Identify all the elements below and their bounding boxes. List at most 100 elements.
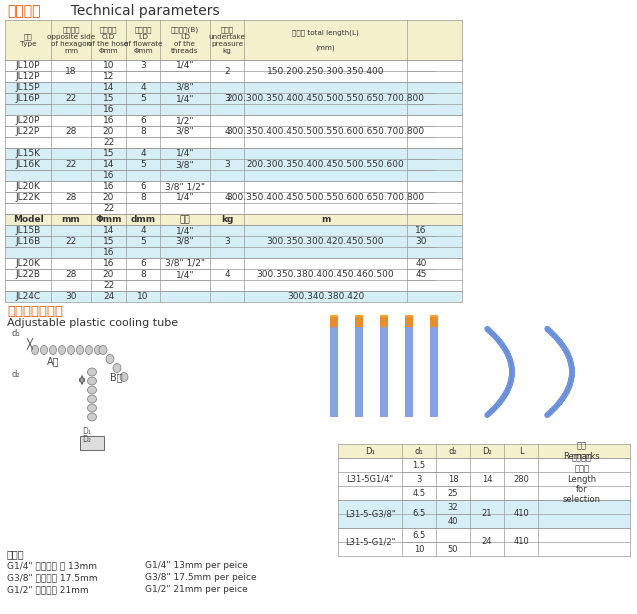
Text: Model: Model bbox=[13, 215, 43, 224]
Text: 50: 50 bbox=[448, 545, 458, 553]
Text: 14: 14 bbox=[103, 160, 114, 169]
Text: 8: 8 bbox=[140, 270, 146, 279]
Bar bbox=[430, 317, 438, 417]
Text: 280: 280 bbox=[513, 475, 529, 483]
Text: JL15K: JL15K bbox=[15, 149, 41, 158]
Text: d₁: d₁ bbox=[11, 329, 20, 338]
Text: 30: 30 bbox=[65, 292, 76, 301]
Ellipse shape bbox=[113, 363, 121, 373]
Text: L31-5G1/4": L31-5G1/4" bbox=[347, 475, 394, 483]
Text: G1/4" 13mm per peice: G1/4" 13mm per peice bbox=[145, 561, 248, 570]
Text: 300.340.380.420: 300.340.380.420 bbox=[287, 292, 364, 301]
Bar bbox=[380, 315, 388, 327]
Text: 16: 16 bbox=[103, 248, 114, 257]
Text: 5: 5 bbox=[140, 237, 146, 246]
Text: 1.5: 1.5 bbox=[412, 460, 426, 470]
Text: 20: 20 bbox=[103, 127, 114, 136]
Text: 22: 22 bbox=[103, 138, 114, 147]
Text: 备注
Remarks: 备注 Remarks bbox=[564, 441, 601, 460]
Ellipse shape bbox=[87, 377, 96, 385]
Text: JL10P: JL10P bbox=[16, 61, 40, 70]
Text: 4: 4 bbox=[224, 127, 230, 136]
Bar bbox=[338, 458, 630, 500]
Text: 受压力
undertake
preasure
kg: 受压力 undertake preasure kg bbox=[208, 26, 245, 54]
Text: D₁: D₁ bbox=[365, 446, 375, 456]
Text: 22: 22 bbox=[66, 94, 76, 103]
Text: JL20K: JL20K bbox=[15, 182, 40, 191]
Text: 3/8": 3/8" bbox=[176, 83, 194, 92]
Text: 2: 2 bbox=[224, 66, 230, 76]
Text: m: m bbox=[321, 215, 330, 224]
Text: 说明：: 说明： bbox=[7, 549, 25, 559]
Text: 1/4": 1/4" bbox=[176, 94, 194, 103]
Text: 14: 14 bbox=[482, 475, 492, 483]
Text: JL15P: JL15P bbox=[16, 83, 40, 92]
Text: dmm: dmm bbox=[131, 215, 155, 224]
Text: JL16P: JL16P bbox=[16, 94, 40, 103]
Text: 3: 3 bbox=[224, 237, 230, 246]
Text: 1/4": 1/4" bbox=[176, 149, 194, 158]
Text: 3/8": 3/8" bbox=[176, 127, 194, 136]
Ellipse shape bbox=[99, 346, 107, 354]
Text: 内径: 内径 bbox=[180, 215, 190, 224]
Bar bbox=[430, 315, 438, 327]
Text: G3/8" 每只长度 17.5mm: G3/8" 每只长度 17.5mm bbox=[7, 573, 97, 582]
Text: d₂: d₂ bbox=[11, 370, 20, 379]
Ellipse shape bbox=[76, 346, 83, 354]
Text: A型: A型 bbox=[47, 356, 59, 366]
Text: 28: 28 bbox=[66, 270, 76, 279]
Bar bbox=[5, 115, 462, 148]
Text: 4: 4 bbox=[224, 270, 230, 279]
Text: 21: 21 bbox=[482, 510, 492, 518]
Text: 3: 3 bbox=[417, 475, 422, 483]
Ellipse shape bbox=[31, 346, 38, 354]
Text: 型号
Type: 型号 Type bbox=[20, 33, 36, 47]
Text: 15: 15 bbox=[103, 94, 114, 103]
Bar bbox=[5, 20, 462, 60]
Bar bbox=[5, 181, 462, 214]
Text: 3: 3 bbox=[140, 61, 146, 70]
Text: 22: 22 bbox=[66, 160, 76, 169]
Text: JL20P: JL20P bbox=[16, 116, 40, 125]
Text: 15: 15 bbox=[103, 149, 114, 158]
Text: L31-5-G3/8": L31-5-G3/8" bbox=[345, 510, 396, 518]
Text: G1/4" 每只长度 为 13mm: G1/4" 每只长度 为 13mm bbox=[7, 561, 97, 570]
Text: 软管外径
O.D
of the hose
Φmm: 软管外径 O.D of the hose Φmm bbox=[89, 26, 129, 54]
Text: 20: 20 bbox=[103, 270, 114, 279]
Ellipse shape bbox=[120, 373, 128, 381]
Text: JL22B: JL22B bbox=[15, 270, 41, 279]
Text: 45: 45 bbox=[415, 270, 427, 279]
Text: 3: 3 bbox=[224, 160, 230, 169]
Text: 40: 40 bbox=[448, 516, 458, 526]
Text: 3/8" 1/2": 3/8" 1/2" bbox=[165, 259, 205, 268]
Text: G3/8" 17.5mm per peice: G3/8" 17.5mm per peice bbox=[145, 573, 257, 582]
Text: 15: 15 bbox=[103, 237, 114, 246]
Text: 10: 10 bbox=[414, 545, 424, 553]
Text: 22: 22 bbox=[103, 204, 114, 213]
Text: 14: 14 bbox=[103, 83, 114, 92]
Text: L: L bbox=[519, 446, 524, 456]
Text: 300.350.300.420.450.500: 300.350.300.420.450.500 bbox=[267, 237, 384, 246]
Text: JL20K: JL20K bbox=[15, 259, 40, 268]
Bar bbox=[5, 225, 462, 258]
Text: 10: 10 bbox=[137, 292, 149, 301]
Text: 30: 30 bbox=[415, 237, 427, 246]
Text: 5: 5 bbox=[140, 160, 146, 169]
Text: 3/8" 1/2": 3/8" 1/2" bbox=[165, 182, 205, 191]
Text: 16: 16 bbox=[103, 116, 114, 125]
Bar bbox=[5, 291, 462, 302]
Bar bbox=[80, 436, 104, 450]
Text: 16: 16 bbox=[103, 182, 114, 191]
Text: 22: 22 bbox=[66, 237, 76, 246]
Ellipse shape bbox=[59, 346, 66, 354]
Bar bbox=[5, 258, 462, 291]
Text: 3/8": 3/8" bbox=[176, 237, 194, 246]
Text: JL12P: JL12P bbox=[16, 72, 40, 81]
Text: JL15B: JL15B bbox=[15, 226, 41, 235]
Text: 8: 8 bbox=[140, 127, 146, 136]
Ellipse shape bbox=[87, 404, 96, 412]
Bar bbox=[5, 214, 462, 225]
Text: 6: 6 bbox=[140, 259, 146, 268]
Text: B型: B型 bbox=[110, 372, 123, 382]
Text: 8: 8 bbox=[140, 193, 146, 202]
